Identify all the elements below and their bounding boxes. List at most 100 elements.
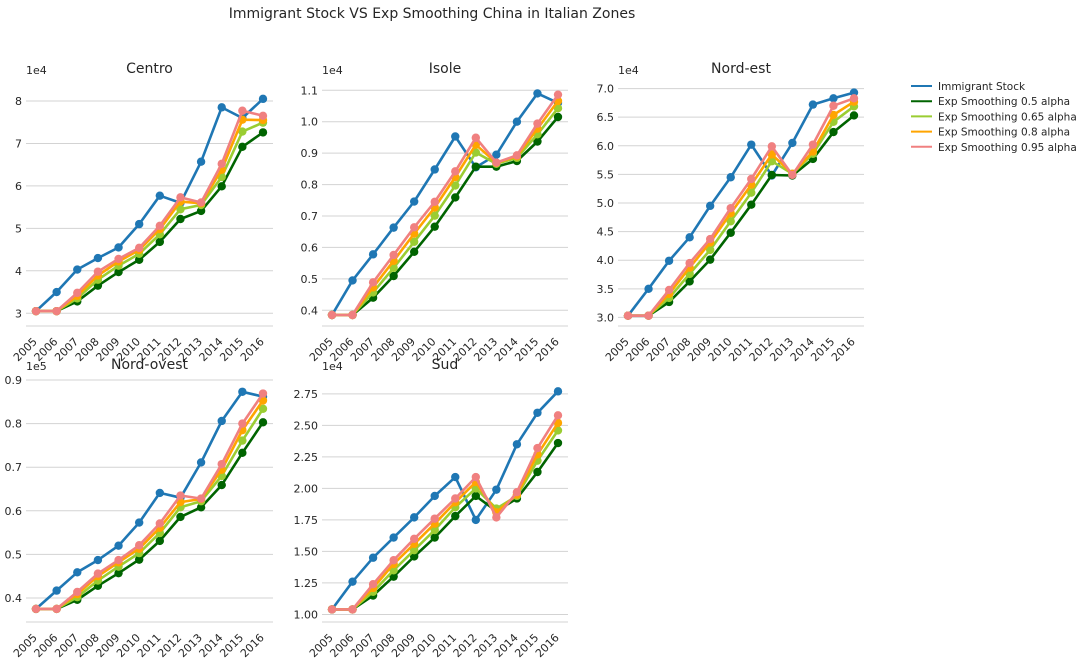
data-point (114, 254, 123, 264)
y-tick-label: 1.75 (294, 514, 319, 527)
data-point (134, 541, 144, 550)
data-point (829, 127, 838, 137)
data-point (849, 94, 859, 103)
series-exp-smoothing-0-8-alpha (327, 96, 563, 320)
y-tick-label: 7 (15, 137, 22, 150)
data-point (705, 201, 715, 211)
data-point (155, 191, 165, 200)
data-point (176, 214, 185, 224)
series-exp-smoothing-0-95-alpha (327, 411, 563, 614)
data-point (114, 555, 123, 565)
series-line (628, 97, 855, 318)
data-point (553, 411, 563, 420)
data-point (258, 94, 268, 104)
data-point (176, 512, 185, 522)
data-point (553, 438, 563, 448)
data-point (533, 89, 542, 98)
y-tick-label: 4.0 (597, 254, 615, 267)
y-tick-label: 0.7 (5, 461, 23, 474)
series-line (330, 92, 559, 316)
y-offset-label: 1e4 (322, 64, 343, 77)
series-line (628, 105, 855, 318)
legend-item: Exp Smoothing 0.95 alpha (911, 142, 1077, 154)
series-line (332, 93, 560, 317)
data-point (409, 552, 419, 561)
data-point (808, 100, 818, 109)
legend-label: Immigrant Stock (938, 81, 1026, 93)
data-point (368, 250, 378, 259)
data-point (73, 265, 82, 274)
y-tick-label: 0.4 (301, 304, 319, 317)
series-line (330, 390, 559, 611)
data-point (134, 219, 144, 229)
legend-item: Exp Smoothing 0.5 alpha (911, 96, 1070, 108)
data-point (52, 306, 61, 316)
data-point (492, 485, 501, 494)
data-point (196, 198, 206, 207)
data-point (258, 128, 268, 137)
y-tick-label: 4.5 (597, 226, 615, 239)
data-point (238, 436, 247, 445)
data-point (217, 416, 226, 426)
data-point (451, 132, 460, 141)
y-tick-label: 2.00 (294, 482, 319, 495)
series-exp-smoothing-0-95-alpha (327, 90, 563, 320)
y-tick-label: 1.25 (294, 577, 319, 590)
data-point (238, 448, 247, 458)
data-point (685, 277, 694, 286)
data-point (176, 193, 185, 202)
data-point (93, 267, 103, 276)
series-exp-smoothing-0-95-alpha (31, 106, 268, 316)
data-point (238, 127, 247, 136)
data-point (767, 142, 777, 151)
x-tick-label: 2016 (238, 335, 267, 364)
legend-item: Exp Smoothing 0.65 alpha (911, 111, 1077, 123)
data-point (238, 106, 247, 115)
data-point (258, 389, 268, 398)
data-point (705, 255, 715, 264)
y-tick-label: 2.75 (294, 388, 319, 401)
data-point (829, 101, 838, 110)
data-point (533, 443, 542, 453)
series-immigrant-stock (31, 94, 268, 316)
y-tick-label: 1.00 (294, 608, 319, 621)
data-point (512, 151, 522, 160)
y-tick-label: 0.7 (301, 210, 319, 223)
series-exp-smoothing-0-8-alpha (327, 418, 563, 614)
data-point (196, 458, 206, 467)
data-point (553, 387, 563, 396)
data-point (134, 518, 144, 527)
y-tick-label: 0.5 (301, 273, 319, 286)
y-tick-label: 5.0 (597, 197, 615, 210)
data-point (623, 311, 633, 320)
data-point (430, 222, 439, 231)
data-point (409, 513, 419, 522)
data-point (176, 205, 185, 214)
data-point (348, 276, 357, 285)
data-point (389, 250, 398, 260)
data-point (471, 148, 481, 157)
data-point (389, 263, 398, 273)
data-point (155, 536, 165, 546)
data-point (747, 174, 756, 184)
data-point (430, 491, 439, 501)
data-point (767, 150, 777, 159)
data-point (533, 408, 542, 417)
x-tick-label: 2016 (238, 631, 267, 658)
data-point (430, 514, 439, 523)
data-point (176, 491, 185, 500)
data-point (512, 440, 522, 449)
data-point (685, 233, 694, 242)
figure-title: Immigrant Stock VS Exp Smoothing China i… (229, 6, 636, 22)
data-point (788, 170, 797, 180)
data-point (471, 491, 481, 501)
y-tick-label: 1.0 (301, 116, 319, 129)
y-tick-label: 0.5 (5, 548, 23, 561)
data-point (747, 200, 756, 209)
data-point (114, 541, 123, 550)
data-point (238, 419, 247, 428)
series-line (35, 97, 264, 313)
